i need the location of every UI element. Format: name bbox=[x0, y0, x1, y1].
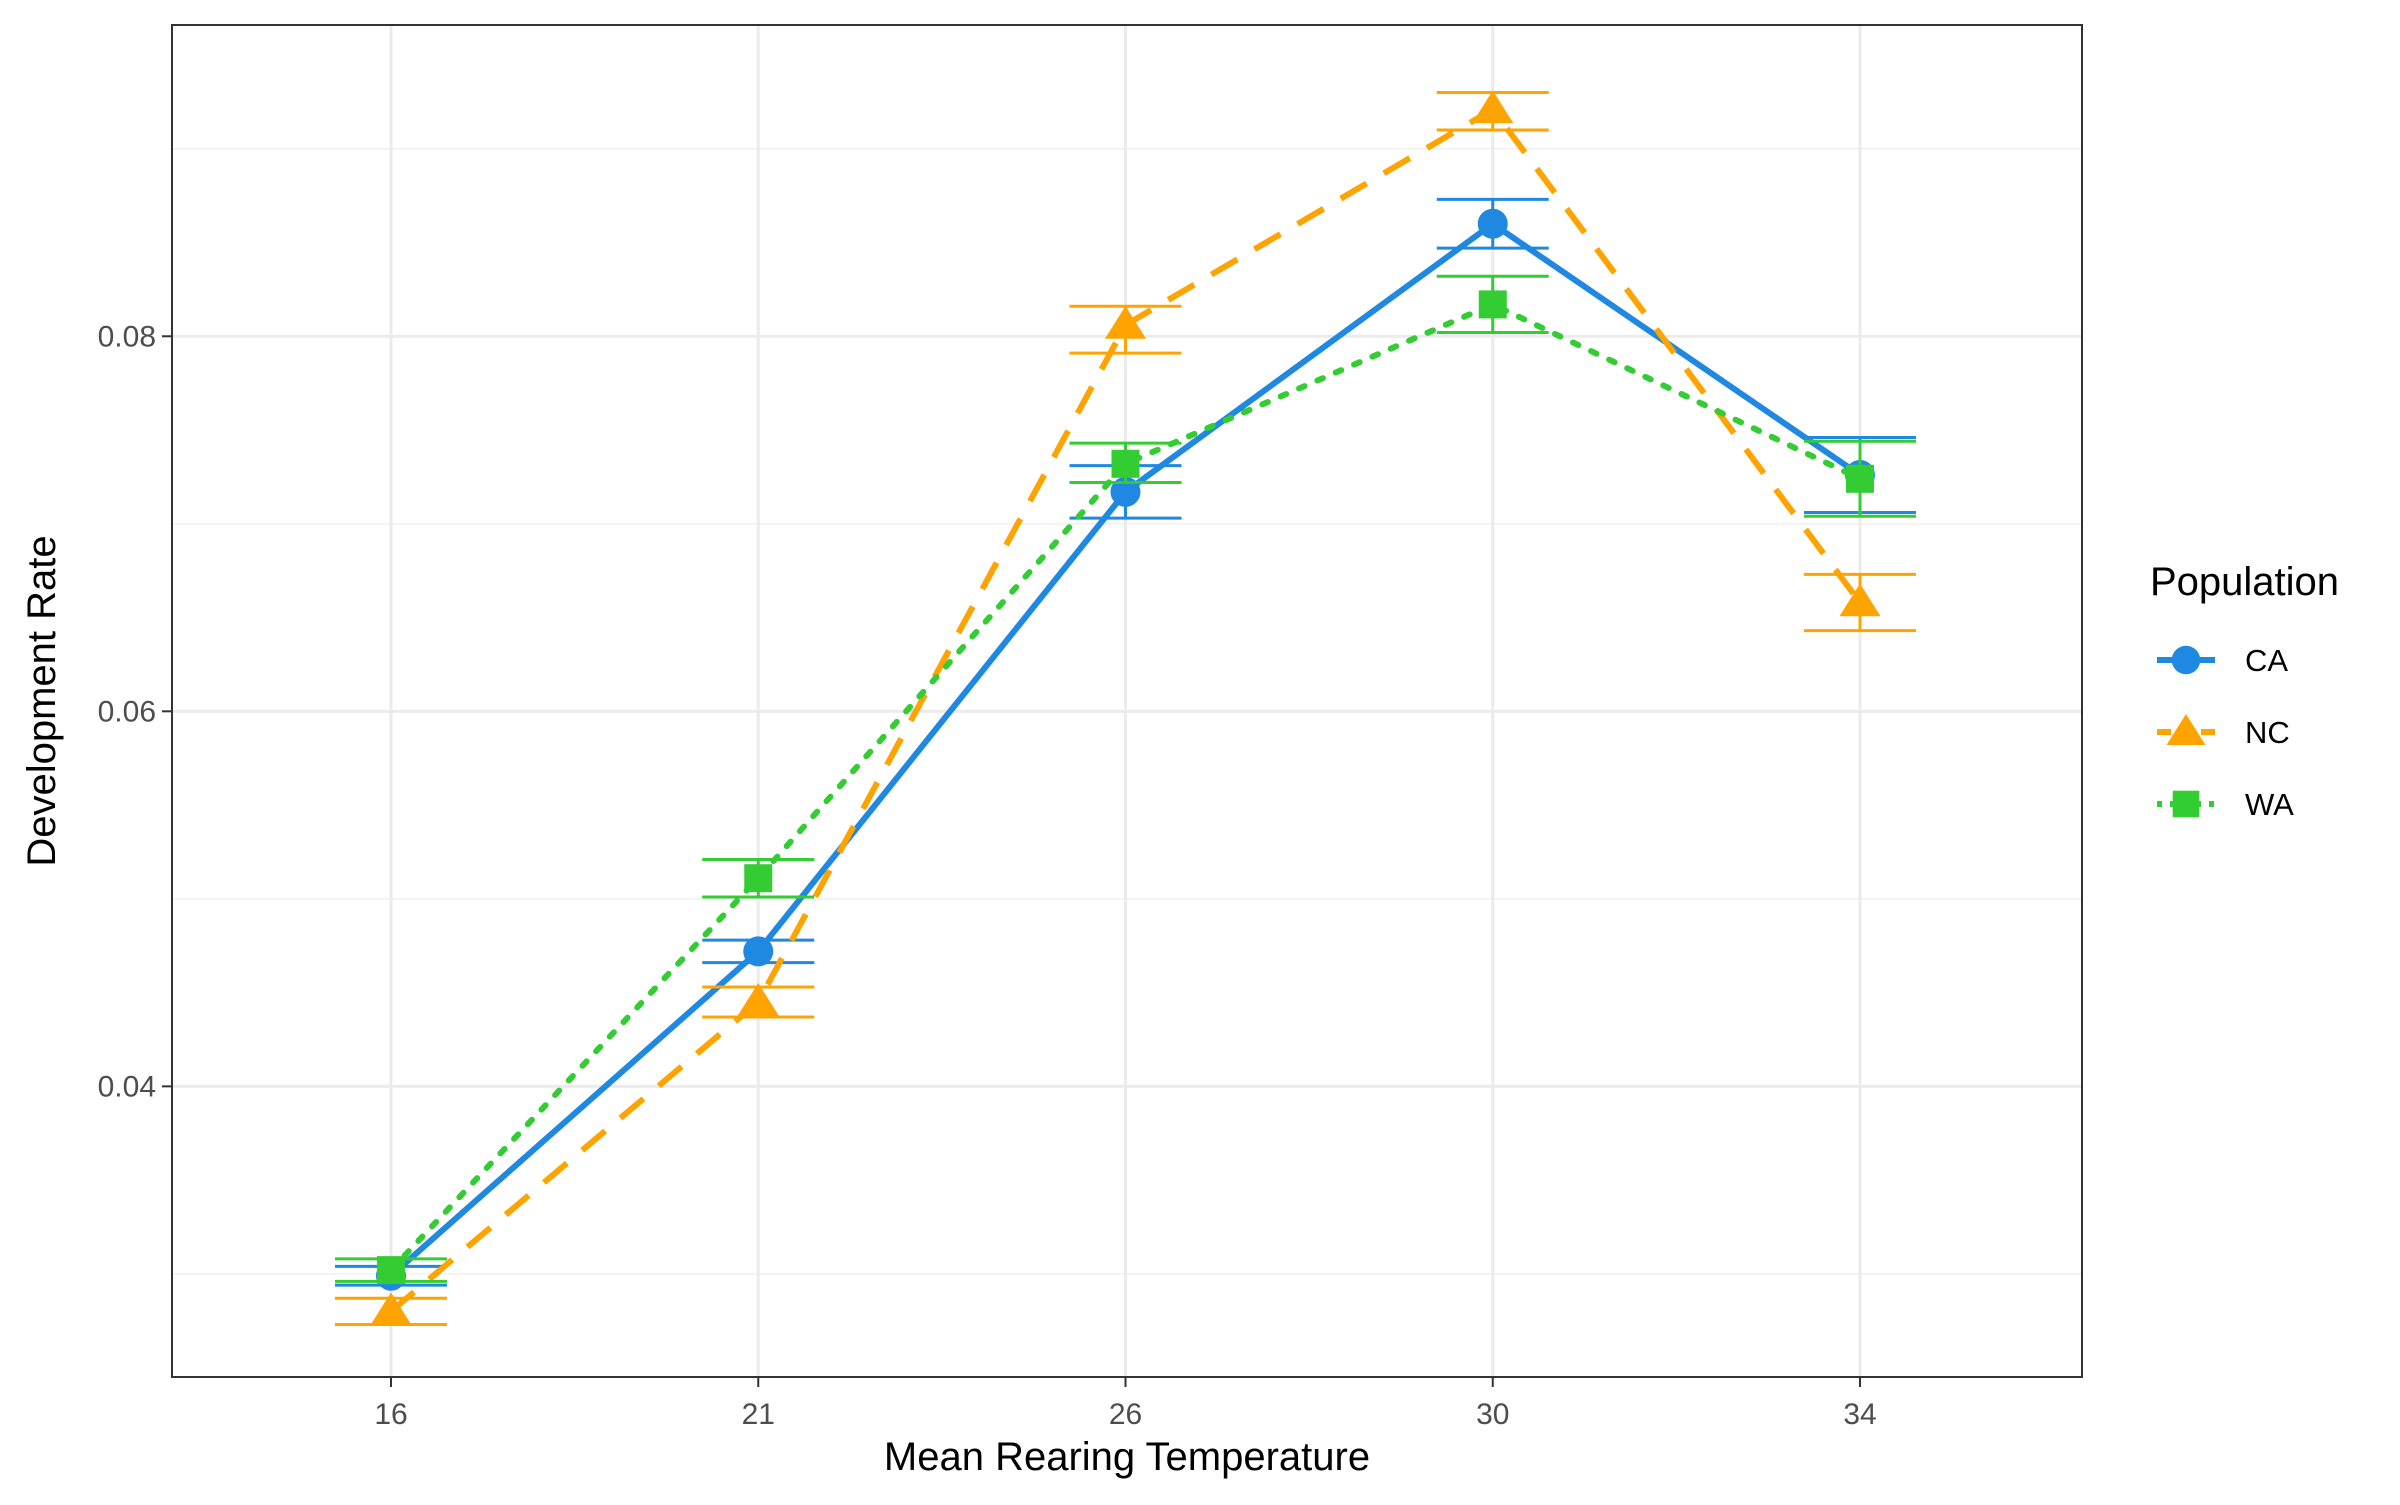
plot-panel-border bbox=[171, 24, 2083, 1378]
data-point-ca bbox=[1110, 476, 1141, 507]
legend: Population CA NC WA bbox=[2150, 560, 2339, 822]
legend-key-square-icon bbox=[2172, 790, 2200, 818]
series-nc bbox=[335, 90, 1916, 1326]
legend-label-ca: CA bbox=[2245, 643, 2288, 678]
y-tick-label: 0.06 bbox=[98, 695, 156, 728]
data-point-nc bbox=[737, 982, 779, 1016]
legend-label-wa: WA bbox=[2245, 787, 2294, 822]
y-tick-label: 0.08 bbox=[98, 320, 156, 353]
x-axis-title: Mean Rearing Temperature bbox=[884, 1435, 1370, 1479]
data-point-nc bbox=[370, 1292, 412, 1326]
series-layer bbox=[335, 90, 1916, 1326]
data-point-ca bbox=[743, 936, 774, 967]
x-tick-label: 26 bbox=[1109, 1398, 1142, 1431]
axis-ticks: 16 21 26 30 34 0.04 0.06 0.08 bbox=[98, 320, 1877, 1431]
series-line-wa bbox=[388, 301, 1863, 1274]
y-tick-label: 0.04 bbox=[98, 1070, 156, 1103]
legend-label-nc: NC bbox=[2245, 715, 2290, 750]
legend-items: CA NC WA bbox=[2157, 643, 2294, 822]
x-tick-label: 30 bbox=[1476, 1398, 1509, 1431]
legend-title: Population bbox=[2150, 560, 2339, 604]
x-tick-label: 16 bbox=[374, 1398, 407, 1431]
data-point-wa bbox=[1846, 464, 1874, 493]
major-gridlines bbox=[172, 25, 2082, 1377]
legend-item-ca: CA bbox=[2157, 643, 2288, 678]
data-point-wa bbox=[1111, 449, 1140, 478]
y-axis-title: Development Rate bbox=[20, 535, 64, 866]
data-point-wa bbox=[1478, 290, 1507, 319]
legend-item-nc: NC bbox=[2157, 713, 2290, 750]
data-point-nc bbox=[1104, 306, 1147, 339]
x-tick-label: 34 bbox=[1843, 1398, 1876, 1431]
legend-key-circle-icon bbox=[2171, 645, 2201, 675]
legend-key-triangle-icon bbox=[2166, 713, 2206, 745]
data-point-nc bbox=[1839, 583, 1881, 617]
data-point-nc bbox=[1472, 90, 1514, 124]
data-point-wa bbox=[377, 1256, 405, 1285]
data-point-wa bbox=[744, 864, 773, 893]
legend-item-wa: WA bbox=[2157, 787, 2294, 822]
x-tick-label: 21 bbox=[742, 1398, 775, 1431]
series-wa bbox=[335, 274, 1916, 1285]
data-point-ca bbox=[1477, 208, 1508, 239]
